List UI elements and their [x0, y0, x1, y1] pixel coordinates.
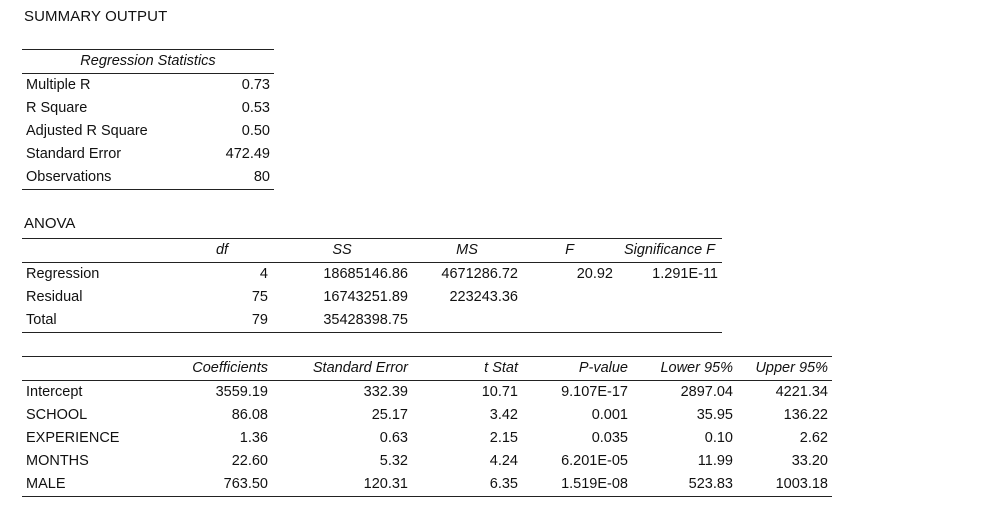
coef-value: 1.36 — [239, 430, 268, 446]
coef-value: 3559.19 — [215, 384, 268, 400]
coef-upper-95: 2.62 — [799, 430, 828, 446]
anova-ss: 18685146.86 — [323, 266, 408, 282]
coef-p-value: 0.001 — [591, 407, 628, 423]
stat-value: 0.50 — [241, 123, 270, 139]
anova-row-label: Total — [22, 309, 172, 333]
anova-header-df: df — [172, 238, 272, 263]
stat-value: 0.73 — [241, 77, 270, 93]
coef-upper-95: 33.20 — [791, 453, 828, 469]
coef-t-stat: 4.24 — [489, 453, 518, 469]
coef-t-stat: 2.15 — [489, 430, 518, 446]
anova-ms — [412, 309, 522, 333]
coef-value: 22.60 — [231, 453, 268, 469]
anova-f: 20.92 — [576, 266, 613, 282]
coef-row-label: SCHOOL — [26, 407, 88, 423]
anova-table: df SS MS F Significance F Regression 4 1… — [22, 238, 722, 333]
coef-header-upper-95: Upper 95% — [737, 356, 832, 381]
anova-ss: 35428398.75 — [272, 309, 412, 333]
coef-p-value: 6.201E-05 — [561, 453, 628, 469]
table-row: R Square 0.53 — [22, 97, 274, 120]
coefficients-table: Coefficients Standard Error t Stat P-val… — [22, 356, 832, 497]
anova-header-blank — [22, 238, 172, 263]
coef-upper-95: 4221.34 — [775, 384, 828, 400]
anova-row-label: Regression — [26, 266, 100, 282]
anova-df: 75 — [251, 289, 268, 305]
table-row: SCHOOL 86.08 25.17 3.42 0.001 35.95 136.… — [22, 404, 832, 427]
anova-f — [522, 309, 617, 333]
coef-row-label: MALE — [22, 473, 172, 497]
table-row: Standard Error 472.49 — [22, 143, 274, 166]
table-row: Intercept 3559.19 332.39 10.71 9.107E-17… — [22, 381, 832, 405]
coef-header-lower-95: Lower 95% — [632, 356, 737, 381]
coef-header-p-value: P-value — [522, 356, 632, 381]
stat-value: 472.49 — [225, 146, 270, 162]
coef-row-label: EXPERIENCE — [26, 430, 120, 446]
stat-label: Standard Error — [26, 146, 122, 162]
stat-label: R Square — [26, 100, 88, 116]
table-row: EXPERIENCE 1.36 0.63 2.15 0.035 0.10 2.6… — [22, 427, 832, 450]
regression-statistics-header-row: Regression Statistics — [22, 49, 274, 74]
coef-standard-error: 120.31 — [272, 473, 412, 497]
coef-lower-95: 35.95 — [696, 407, 733, 423]
anova-ms: 223243.36 — [449, 289, 518, 305]
table-row: Regression 4 18685146.86 4671286.72 20.9… — [22, 263, 722, 287]
coef-value: 763.50 — [172, 473, 272, 497]
coef-standard-error: 5.32 — [379, 453, 408, 469]
anova-significance-f — [617, 286, 722, 309]
coef-p-value: 0.035 — [591, 430, 628, 446]
coef-lower-95: 523.83 — [632, 473, 737, 497]
coef-header-blank — [22, 356, 172, 381]
coef-lower-95: 11.99 — [697, 453, 733, 469]
table-row: Residual 75 16743251.89 223243.36 — [22, 286, 722, 309]
anova-header-ss: SS — [272, 238, 412, 263]
coef-upper-95: 1003.18 — [737, 473, 832, 497]
coef-row-label: MONTHS — [26, 453, 89, 469]
anova-significance-f: 1.291E-11 — [652, 266, 718, 282]
anova-header-row: df SS MS F Significance F — [22, 238, 722, 263]
table-row: MALE 763.50 120.31 6.35 1.519E-08 523.83… — [22, 473, 832, 497]
coef-header-standard-error: Standard Error — [272, 356, 412, 381]
anova-df: 4 — [259, 266, 268, 282]
coef-lower-95: 2897.04 — [680, 384, 733, 400]
coef-header-t-stat: t Stat — [412, 356, 522, 381]
stat-label: Adjusted R Square — [26, 123, 148, 139]
regression-statistics-header: Regression Statistics — [22, 49, 274, 74]
coef-t-stat: 6.35 — [412, 473, 522, 497]
anova-significance-f — [617, 309, 722, 333]
coef-standard-error: 0.63 — [379, 430, 408, 446]
stat-value: 0.53 — [241, 100, 270, 116]
anova-header-f: F — [522, 238, 617, 263]
anova-label: ANOVA — [24, 215, 76, 232]
anova-header-ms: MS — [412, 238, 522, 263]
anova-ms: 4671286.72 — [441, 266, 518, 282]
coef-p-value: 1.519E-08 — [522, 473, 632, 497]
coef-header-coefficients: Coefficients — [172, 356, 272, 381]
table-row: Observations 80 — [22, 166, 274, 190]
table-row: MONTHS 22.60 5.32 4.24 6.201E-05 11.99 3… — [22, 450, 832, 473]
table-row: Adjusted R Square 0.50 — [22, 120, 274, 143]
table-row: Total 79 35428398.75 — [22, 309, 722, 333]
anova-header-significance-f: Significance F — [617, 238, 722, 263]
coef-value: 86.08 — [231, 407, 268, 423]
coef-t-stat: 10.71 — [481, 384, 518, 400]
coef-standard-error: 332.39 — [363, 384, 408, 400]
coef-lower-95: 0.10 — [704, 430, 733, 446]
anova-f — [522, 286, 617, 309]
coef-p-value: 9.107E-17 — [561, 384, 628, 400]
regression-statistics-table: Regression Statistics Multiple R 0.73 R … — [22, 49, 274, 190]
anova-row-label: Residual — [26, 289, 83, 305]
summary-output-title: SUMMARY OUTPUT — [24, 8, 168, 25]
coef-row-label: Intercept — [26, 384, 83, 400]
stat-label: Observations — [22, 166, 210, 190]
coef-standard-error: 25.17 — [371, 407, 408, 423]
coefficients-header-row: Coefficients Standard Error t Stat P-val… — [22, 356, 832, 381]
stat-label: Multiple R — [26, 77, 91, 93]
anova-df: 79 — [172, 309, 272, 333]
table-row: Multiple R 0.73 — [22, 74, 274, 98]
coef-upper-95: 136.22 — [783, 407, 828, 423]
coef-t-stat: 3.42 — [489, 407, 518, 423]
stat-value: 80 — [210, 166, 274, 190]
anova-ss: 16743251.89 — [323, 289, 408, 305]
